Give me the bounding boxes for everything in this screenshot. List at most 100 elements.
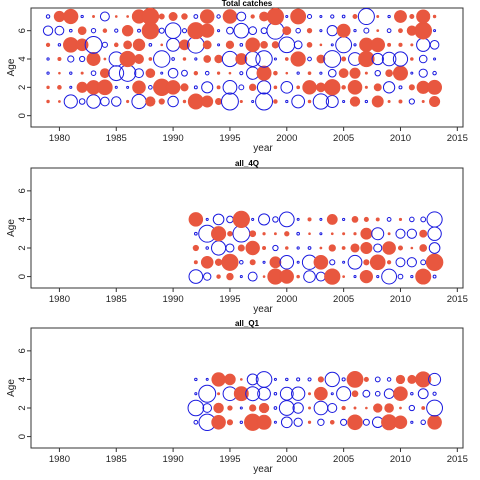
bubble-negative [239, 71, 244, 76]
bubble-negative [395, 257, 406, 268]
bubble-positive [387, 42, 392, 47]
bubble-negative [273, 377, 277, 381]
bubble-positive [273, 99, 278, 104]
bubble-positive [410, 57, 414, 61]
bubble-negative [353, 43, 357, 47]
bubble-negative [273, 57, 277, 61]
bubble-positive [160, 43, 164, 47]
bubble-positive [308, 392, 312, 396]
bubble-positive [132, 80, 146, 95]
bubble-positive [330, 232, 334, 236]
bubble-positive [376, 29, 380, 33]
x-tick-label: 2010 [390, 133, 411, 144]
bubble-negative [278, 400, 295, 416]
bubble-negative [387, 14, 391, 19]
bubble-positive [245, 240, 260, 256]
bubble-negative [330, 14, 335, 19]
plot-frame [30, 167, 464, 289]
bubble-positive [341, 85, 346, 90]
bubble-negative [86, 94, 101, 109]
bubble-positive [57, 85, 62, 90]
bubble-positive [145, 68, 156, 78]
bubble-negative [291, 94, 306, 109]
bubble-positive [227, 405, 233, 411]
bubble-negative [295, 27, 301, 34]
bubble-negative [236, 11, 247, 22]
bubble-positive [349, 96, 361, 107]
bubble-negative [90, 27, 97, 34]
bubble-negative [395, 228, 406, 239]
bubble-negative [217, 43, 221, 47]
bubble-positive [365, 406, 368, 410]
bubble-negative [329, 259, 336, 266]
bubble-positive [200, 23, 215, 38]
bubble-negative [239, 420, 243, 424]
bubble-positive [179, 39, 190, 51]
bubble-negative [221, 92, 239, 111]
bubble-negative [325, 95, 339, 108]
bubble-negative [340, 418, 348, 426]
bubble-positive [319, 43, 323, 47]
bubble-positive [399, 406, 402, 410]
bubble-negative [193, 85, 198, 90]
bubble-series [42, 7, 442, 111]
y-axis-label: Age [6, 379, 17, 397]
bubble-positive [266, 7, 285, 26]
bubble-positive [416, 9, 431, 24]
bubble-positive [202, 40, 212, 50]
bubble-negative [292, 402, 304, 414]
bubble-negative [134, 68, 144, 79]
bubble-positive [308, 406, 312, 410]
bubble-negative [374, 69, 381, 77]
panel-3: all_Q1 1980 1985 1990 1995 2000 2005 2010 2015 0 2… [6, 319, 468, 475]
plot-frame [30, 327, 464, 449]
bubble-positive [269, 256, 282, 269]
bubble-negative [381, 51, 397, 67]
bubble-positive [349, 67, 361, 79]
bubble-negative [279, 255, 295, 270]
bubble-negative [245, 386, 261, 402]
bubble-negative [363, 27, 370, 34]
bubble-positive [168, 12, 178, 21]
bubble-positive [262, 232, 266, 236]
bubble-positive [200, 255, 214, 269]
bubble-positive [57, 56, 62, 62]
bubble-negative [273, 420, 277, 424]
bubble-negative [326, 25, 338, 37]
bubble-negative [373, 243, 383, 253]
bubble-negative [221, 50, 239, 68]
bubble-positive [192, 244, 199, 252]
bubble-negative [398, 85, 403, 90]
bubble-negative [307, 246, 312, 250]
bubble-negative [420, 216, 427, 223]
bubble-positive [256, 65, 272, 81]
bubble-negative [111, 96, 122, 107]
bubble-negative [428, 372, 442, 386]
bubble-positive [249, 230, 257, 238]
bubble-positive [421, 99, 425, 104]
bubble-negative [272, 216, 279, 223]
bubble-positive [199, 9, 215, 24]
bubble-positive [353, 232, 357, 236]
bubble-positive [317, 376, 324, 383]
bubble-negative [278, 36, 296, 54]
bubble-positive [425, 253, 444, 272]
bubble-positive [134, 54, 144, 64]
bubble-positive [86, 52, 101, 66]
bubble-negative [357, 7, 375, 26]
bubble-negative [362, 418, 370, 426]
bubble-negative [296, 377, 301, 382]
bubble-positive [346, 371, 364, 388]
bubble-negative [417, 388, 429, 400]
y-tick-label: 2 [17, 245, 28, 250]
bubble-negative [335, 36, 353, 54]
bubble-positive [353, 406, 357, 410]
bubble-negative [69, 85, 73, 89]
bubble-negative [296, 246, 300, 250]
bubble-negative [193, 14, 199, 19]
bubble-negative [432, 70, 437, 76]
bubble-negative [432, 391, 437, 396]
bubble-negative [410, 274, 414, 279]
bubble-positive [245, 37, 260, 53]
bubble-positive [213, 402, 224, 414]
